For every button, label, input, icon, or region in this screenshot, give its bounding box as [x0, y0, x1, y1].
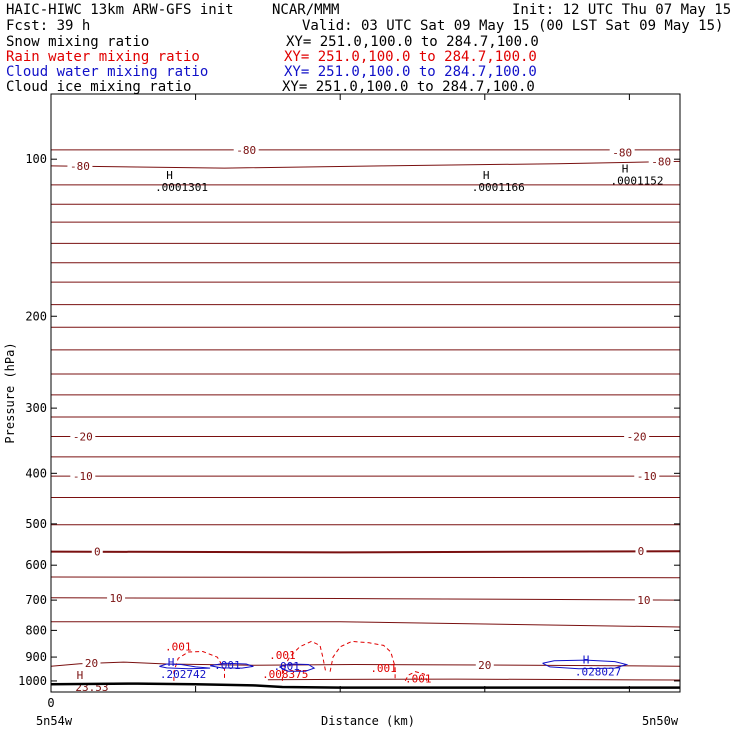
- temperature-contour-19: [50, 550, 681, 554]
- maximum-value-1: .0001166: [472, 181, 525, 194]
- contour-label-bg-5: [624, 430, 650, 442]
- contour-label-bg-13: [475, 658, 494, 670]
- rain-label-4: .001: [405, 673, 432, 686]
- contour-label-4: -20: [73, 430, 93, 443]
- legend-rain-xy: XY= 251.0,100.0 to 284.7,100.0: [284, 49, 537, 65]
- contour-label-8: 0: [94, 546, 101, 559]
- y-tick-label-4: 500: [25, 517, 47, 531]
- maximum-h-0: H: [166, 169, 173, 182]
- maximum-h-1: H: [483, 169, 490, 182]
- x-axis-label: Distance (km): [321, 714, 415, 728]
- maximum-value-3: .202742: [160, 668, 206, 681]
- forecast-hour: Fcst: 39 h: [6, 18, 91, 34]
- cloud-water-contour-3: [542, 659, 629, 670]
- rain-contour-3: [404, 671, 428, 682]
- contour-label-bg-12: [82, 657, 101, 669]
- rain-label-1: .001: [269, 649, 296, 662]
- model-title: HAIC-HIWC 13km ARW-GFS init: [6, 2, 234, 18]
- rain-contour-1: [281, 640, 327, 681]
- contour-label-bg-0: [233, 143, 259, 155]
- cloud-water-contour-2: [279, 663, 316, 672]
- rain-label-0: .001: [165, 641, 192, 654]
- maximum-h-3: H: [168, 656, 175, 669]
- rain-contour-2: [329, 640, 396, 681]
- contour-label-0: -80: [236, 144, 256, 157]
- cloud-water-label-0: .001: [214, 659, 241, 672]
- maximum-h-4: H: [583, 654, 590, 667]
- maximum-value-0: .0001301: [155, 181, 208, 194]
- rain-label-3: .001: [370, 662, 397, 675]
- maximum-h-2: H: [622, 163, 629, 176]
- temperature-contour-21: [50, 597, 681, 601]
- org-label: NCAR/MMM: [272, 2, 340, 18]
- cloud-water-contour-1: [210, 662, 254, 669]
- legend-snow-xy: XY= 251.0,100.0 to 284.7,100.0: [286, 34, 539, 50]
- cloud-water-contour-0: [159, 663, 211, 670]
- init-time: Init: 12 UTC Thu 07 May 15: [512, 2, 732, 18]
- y-tick-label-3: 400: [25, 466, 47, 480]
- legend-cloud-ice-xy: XY= 251.0,100.0 to 284.7,100.0: [282, 79, 535, 95]
- y-axis-label: Pressure (hPa): [3, 342, 17, 443]
- contour-label-6: -10: [73, 470, 93, 483]
- contour-label-bg-10: [107, 591, 126, 603]
- plot-frame: [50, 93, 681, 693]
- contour-label-bg-7: [634, 470, 660, 482]
- rain-contour-0: [173, 650, 225, 681]
- contour-label-bg-11: [634, 594, 653, 606]
- y-tick-label-9: 1000: [18, 674, 47, 688]
- contour-label-bg-2: [67, 159, 93, 171]
- cloud-water-label-1: .001: [273, 660, 300, 673]
- contour-label-10: 10: [109, 592, 122, 605]
- terrain-line: [50, 682, 680, 689]
- maximum-value-4: .028027: [575, 666, 621, 679]
- x-right-end-label: 5n50w: [642, 714, 679, 728]
- contour-label-7: -10: [637, 470, 657, 483]
- contour-label-5: -20: [627, 430, 647, 443]
- y-tick-label-1: 200: [25, 309, 47, 323]
- y-tick-label-0: 100: [25, 152, 47, 166]
- legend-snow: Snow mixing ratio: [6, 34, 150, 50]
- contour-label-bg-9: [635, 545, 647, 557]
- contour-label-bg-4: [70, 430, 96, 442]
- contour-label-bg-1: [609, 146, 635, 158]
- valid-time: Valid: 03 UTC Sat 09 May 15 (00 LST Sat …: [302, 18, 724, 34]
- contour-label-13: 20: [478, 659, 491, 672]
- maximum-h-5: H: [77, 669, 84, 682]
- maximum-value-2: .0001152: [611, 175, 664, 188]
- contour-label-bg-6: [70, 470, 96, 482]
- contour-label-3: -80: [651, 155, 671, 168]
- y-tick-label-7: 800: [25, 623, 47, 637]
- contour-label-11: 10: [637, 594, 650, 607]
- contour-label-9: 0: [638, 545, 645, 558]
- contour-label-1: -80: [612, 146, 632, 159]
- contour-label-bg-8: [91, 545, 103, 557]
- contour-label-12: 20: [85, 657, 98, 670]
- x-start-tick-label: 0: [47, 696, 54, 710]
- legend-cloud-water: Cloud water mixing ratio: [6, 64, 209, 80]
- contour-label-2: -80: [70, 160, 90, 173]
- y-tick-label-5: 600: [25, 558, 47, 572]
- y-tick-label-6: 700: [25, 593, 47, 607]
- contour-label-bg-3: [648, 155, 674, 167]
- legend-cloud-water-xy: XY= 251.0,100.0 to 284.7,100.0: [284, 64, 537, 80]
- temperature-contour-24: [267, 678, 681, 681]
- y-tick-label-8: 900: [25, 650, 47, 664]
- legend-rain: Rain water mixing ratio: [6, 49, 200, 65]
- temperature-contour-22: [51, 621, 681, 628]
- x-left-end-label: 5n54w: [36, 714, 73, 728]
- temperature-contour-20: [50, 576, 681, 579]
- temperature-contour-1: [50, 160, 681, 169]
- y-tick-label-2: 300: [25, 401, 47, 415]
- legend-cloud-ice: Cloud ice mixing ratio: [6, 79, 192, 95]
